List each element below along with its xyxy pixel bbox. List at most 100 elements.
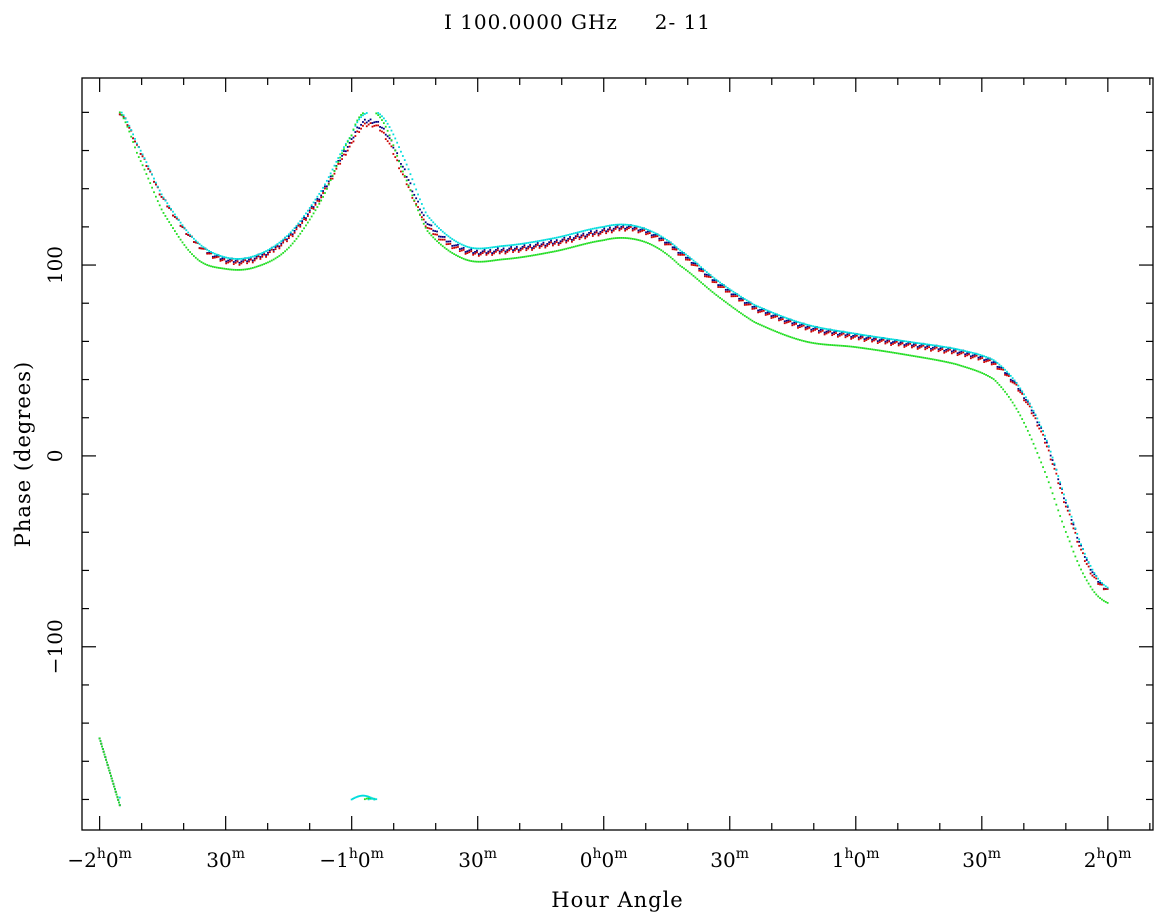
data-point: [743, 298, 746, 300]
data-point: [291, 229, 294, 232]
data-point: [648, 232, 651, 235]
data-point: [483, 248, 486, 251]
data-point: [730, 293, 733, 296]
data-point: [958, 348, 961, 351]
data-point: [232, 268, 235, 271]
data-point: [958, 364, 961, 367]
data-point: [314, 198, 317, 201]
data-point: [428, 217, 431, 219]
axis-ticks: [82, 78, 1153, 830]
data-point: [983, 373, 986, 375]
data-point: [447, 240, 450, 243]
data-point: [664, 251, 666, 254]
data-point: [960, 350, 963, 353]
data-point: [757, 305, 759, 308]
data-point: [529, 254, 532, 257]
data-point: [736, 293, 739, 296]
data-point: [362, 124, 364, 127]
data-point: [683, 267, 685, 270]
data-point: [466, 250, 469, 253]
data-point: [320, 199, 323, 202]
data-point: [563, 236, 566, 239]
data-point: [1072, 521, 1075, 524]
data-point: [255, 255, 258, 258]
data-point: [512, 249, 514, 252]
data-point: [234, 268, 237, 271]
data-point: [1044, 438, 1046, 440]
data-point: [641, 226, 644, 229]
data-point: [329, 179, 332, 182]
data-point: [130, 135, 133, 138]
data-point: [141, 155, 144, 158]
data-point: [135, 151, 138, 154]
data-point: [287, 237, 290, 240]
data-point: [694, 276, 697, 279]
data-point: [778, 317, 780, 320]
data-point: [354, 124, 357, 127]
data-point: [261, 255, 264, 258]
data-point: [819, 327, 822, 329]
data-point: [413, 183, 416, 186]
data-point: [658, 237, 661, 240]
data-point: [747, 300, 750, 303]
data-point: [426, 214, 429, 217]
data-point: [631, 229, 634, 232]
data-point: [436, 230, 438, 233]
data-point: [561, 240, 564, 243]
data-point: [162, 212, 165, 214]
data-point: [453, 246, 456, 249]
data-point: [971, 356, 974, 359]
data-point: [800, 325, 803, 328]
data-point: [806, 341, 809, 343]
data-point: [626, 237, 628, 240]
data-point: [597, 232, 600, 235]
data-point: [614, 226, 617, 228]
data-point: [768, 310, 771, 313]
data-point: [971, 368, 974, 371]
data-point: [738, 297, 740, 300]
data-point: [867, 334, 870, 337]
data-point: [1089, 585, 1092, 588]
data-point: [1072, 550, 1075, 553]
data-point: [717, 280, 720, 283]
data-point: [1083, 576, 1086, 578]
data-point: [521, 245, 524, 248]
data-point: [681, 253, 684, 256]
data-point: [626, 226, 628, 229]
data-point: [666, 239, 668, 241]
data-point: [760, 307, 763, 310]
data-point: [263, 253, 266, 256]
data-point: [360, 794, 363, 797]
data-point: [930, 349, 932, 352]
data-point: [590, 241, 592, 244]
data-point: [523, 246, 526, 249]
data-point: [637, 239, 640, 241]
data-point: [464, 245, 467, 248]
data-point: [586, 229, 589, 231]
data-point: [916, 346, 919, 348]
data-point: [263, 263, 266, 265]
data-point: [783, 322, 786, 325]
data-point: [282, 252, 285, 254]
data-point: [846, 345, 849, 348]
data-point: [1055, 472, 1058, 475]
data-point: [859, 346, 862, 349]
data-point: [724, 285, 727, 288]
data-point: [772, 312, 775, 314]
data-point: [496, 247, 499, 250]
data-point: [192, 237, 195, 240]
data-point: [857, 338, 860, 341]
data-point: [1044, 471, 1046, 473]
data-point: [785, 319, 788, 322]
data-point: [565, 241, 568, 244]
data-point: [172, 227, 174, 229]
data-point: [240, 268, 243, 271]
data-point: [227, 259, 229, 262]
data-point: [468, 251, 471, 254]
data-point: [278, 247, 281, 250]
data-point: [1007, 372, 1010, 375]
data-point: [876, 349, 879, 352]
data-point: [609, 224, 611, 227]
data-point: [759, 306, 761, 309]
data-point: [297, 222, 300, 225]
